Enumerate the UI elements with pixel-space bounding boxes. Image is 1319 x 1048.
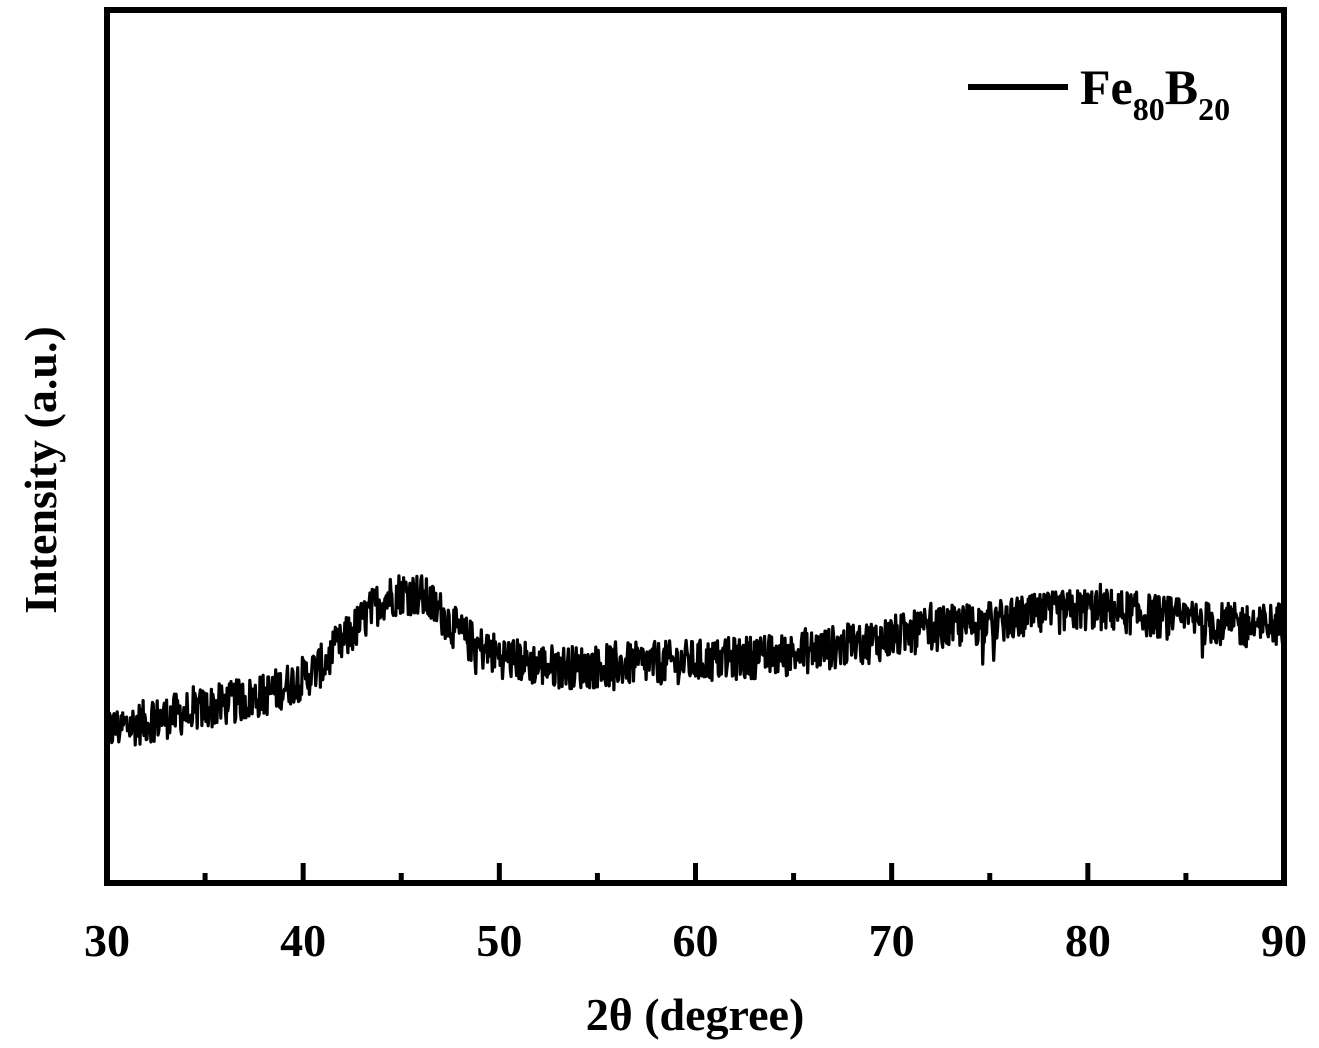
x-tick-label-90: 90 (1261, 915, 1307, 966)
legend-label-sub1: 80 (1133, 91, 1165, 127)
x-tick-label-50: 50 (476, 915, 522, 966)
legend-label-main: Fe (1080, 59, 1133, 115)
tick-layer: 30 40 50 60 70 80 90 (84, 863, 1307, 966)
x-tick-label-60: 60 (673, 915, 719, 966)
legend: Fe80B20 (968, 59, 1230, 127)
x-tick-label-40: 40 (280, 915, 326, 966)
plot-area: 30 40 50 60 70 80 90 (84, 7, 1307, 966)
x-axis-label: 2θ (degree) (586, 989, 805, 1040)
x-tick-label-80: 80 (1065, 915, 1111, 966)
plot-frame (104, 7, 1287, 886)
x-tick-label-30: 30 (84, 915, 130, 966)
legend-label: Fe80B20 (1080, 59, 1230, 127)
y-axis-label: Intensity (a.u.) (15, 326, 66, 614)
x-tick-label-70: 70 (869, 915, 915, 966)
legend-label-mid: B (1165, 59, 1198, 115)
legend-label-sub2: 20 (1198, 91, 1230, 127)
series-line-fe80b20 (105, 574, 1286, 747)
series-layer (105, 574, 1286, 747)
